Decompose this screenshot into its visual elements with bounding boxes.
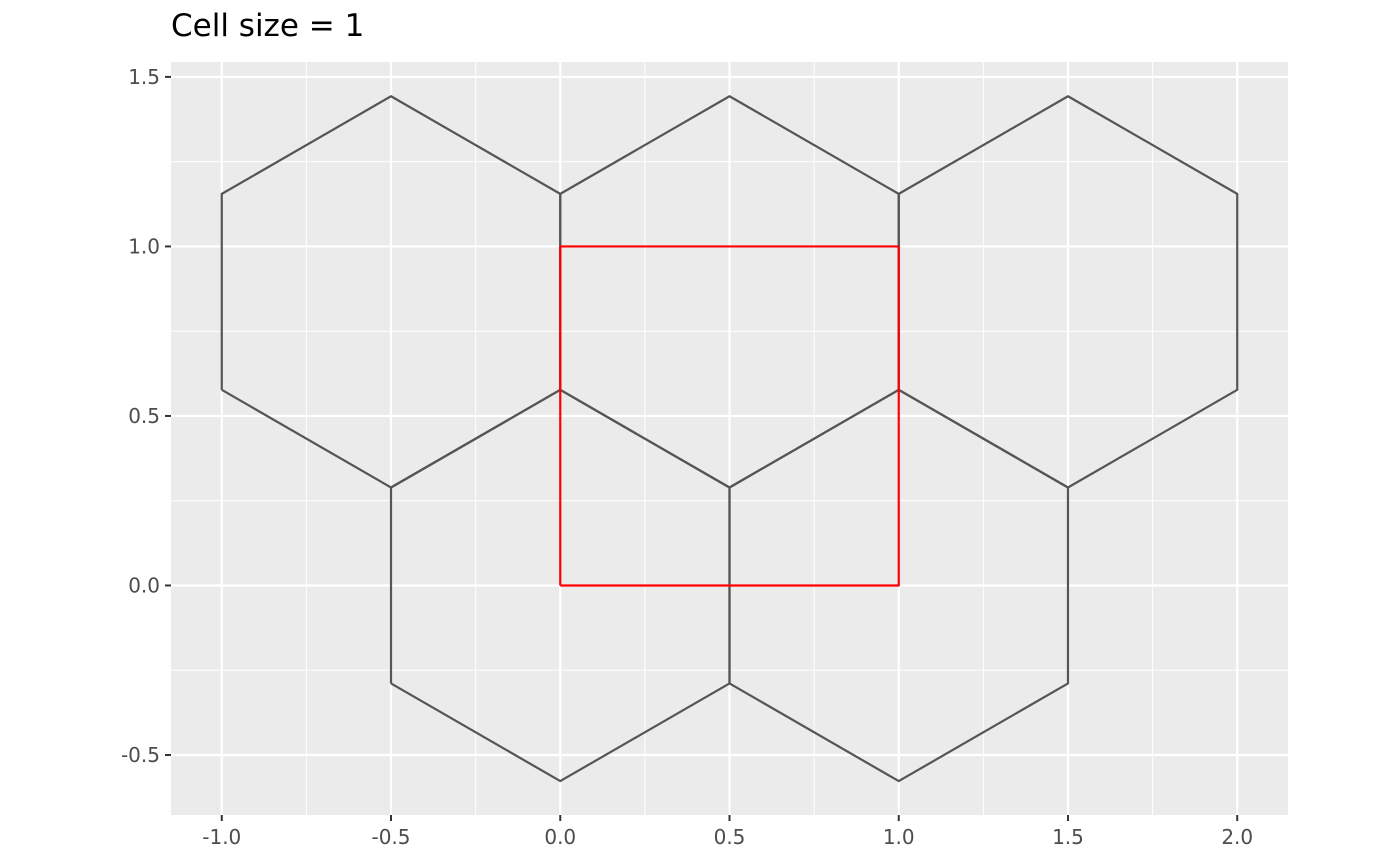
axes: -1.0 -0.5 0.0 0.5 1.0 1.5 2.0 -0.5 0.0 0.5 1.0 1.5 bbox=[121, 65, 1253, 849]
x-tick-label: 1.0 bbox=[883, 825, 915, 849]
x-tick-label: 0.5 bbox=[714, 825, 746, 849]
x-tick-label: -0.5 bbox=[371, 825, 410, 849]
unit-square-outline bbox=[559, 245, 900, 587]
y-tick-label: 0.0 bbox=[128, 573, 160, 597]
x-tick-label: -1.0 bbox=[202, 825, 241, 849]
series-layer bbox=[220, 95, 1239, 783]
chart-title: Cell size = 1 bbox=[171, 8, 365, 44]
x-tick-label: 1.5 bbox=[1052, 825, 1084, 849]
y-tick-label: -0.5 bbox=[121, 743, 160, 767]
y-tick-label: 1.0 bbox=[128, 234, 160, 258]
y-tick-label: 1.5 bbox=[128, 65, 160, 89]
y-tick-label: 0.5 bbox=[128, 404, 160, 428]
x-tick-label: 2.0 bbox=[1221, 825, 1253, 849]
hexagon-cell-5 bbox=[728, 388, 1070, 783]
x-tick-label: 0.0 bbox=[544, 825, 576, 849]
